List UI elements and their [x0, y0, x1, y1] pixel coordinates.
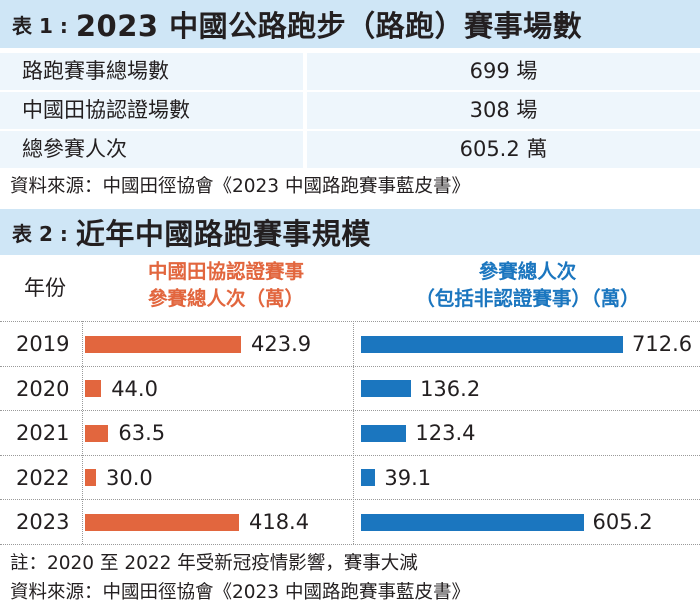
table2-note: 註：2020 至 2022 年受新冠疫情影響，賽事大減 — [10, 553, 418, 574]
table2-title-bar: 表 2 : 近年中國路跑賽事規模 — [0, 209, 700, 255]
certified-bar — [85, 424, 109, 442]
certified-bar — [85, 380, 102, 398]
total-value-label: 605.2 — [592, 510, 653, 535]
total-bar — [361, 424, 407, 442]
total-header-line2: （包括非認證賽事）（萬） — [415, 287, 640, 310]
row-divider — [0, 455, 700, 456]
row-divider — [0, 410, 700, 411]
certified-value-label: 418.4 — [248, 510, 310, 535]
total-header-line1: 參賽總人次 — [478, 260, 577, 283]
table2-prefix: 表 2 : — [12, 221, 68, 246]
table1-row-value: 699 場 — [307, 53, 700, 90]
table1-row-label: 總參賽人次 — [0, 131, 303, 168]
total-value-label: 136.2 — [420, 376, 481, 401]
certified-bar — [85, 513, 239, 531]
table1-row: 中國田協認證場數 308 場 — [0, 92, 700, 129]
year-label: 2019 — [16, 332, 70, 357]
column-separator — [82, 321, 83, 544]
total-column-header: 參賽總人次 （包括非認證賽事）（萬） — [355, 258, 700, 312]
table1-prefix: 表 1 : — [12, 13, 68, 38]
table1-source: 資料來源：中國田徑協會《2023 中國路跑賽事藍皮書》 — [10, 176, 470, 197]
table1-row: 總參賽人次 605.2 萬 — [0, 131, 700, 168]
certified-value-label: 63.5 — [118, 421, 166, 446]
row-divider — [0, 499, 700, 500]
row-divider — [0, 544, 700, 545]
year-label: 2022 — [16, 465, 70, 490]
table2-source: 資料來源：中國田徑協會《2023 中國路跑賽事藍皮書》 — [10, 582, 470, 603]
year-column-header: 年份 — [24, 276, 66, 300]
total-bar — [361, 469, 376, 487]
table1-row-value: 605.2 萬 — [307, 131, 700, 168]
total-value-label: 712.6 — [632, 332, 693, 357]
row-divider — [0, 366, 700, 367]
table1-row-value: 308 場 — [307, 92, 700, 129]
certified-header-line2: 參賽總人次（萬） — [147, 287, 304, 310]
table1-row-label: 路跑賽事總場數 — [0, 53, 303, 90]
certified-bar — [85, 335, 241, 353]
total-bar — [361, 513, 584, 531]
table1-title-bar: 表 1 : 2023 中國公路跑步（路跑）賽事場數 — [0, 0, 700, 48]
certified-header-line1: 中國田協認證賽事 — [147, 260, 304, 283]
year-label: 2020 — [16, 376, 70, 401]
table1-row: 路跑賽事總場數 699 場 — [0, 53, 700, 90]
certified-column-header: 中國田協認證賽事 參賽總人次（萬） — [90, 258, 362, 312]
row-divider — [0, 321, 700, 322]
table1-title: 2023 中國公路跑步（路跑）賽事場數 — [75, 9, 583, 43]
total-value-label: 123.4 — [415, 421, 476, 446]
certified-value-label: 423.9 — [251, 332, 312, 357]
table2-title: 近年中國路跑賽事規模 — [75, 217, 371, 251]
year-label: 2023 — [16, 510, 70, 535]
certified-bar — [85, 469, 97, 487]
certified-value-label: 44.0 — [111, 376, 158, 401]
total-bar — [361, 380, 412, 398]
year-label: 2021 — [16, 421, 70, 446]
total-value-label: 39.1 — [384, 465, 432, 490]
total-bar — [361, 335, 623, 353]
column-separator — [353, 321, 354, 544]
certified-value-label: 30.0 — [106, 465, 153, 490]
table1-row-label: 中國田協認證場數 — [0, 92, 303, 129]
